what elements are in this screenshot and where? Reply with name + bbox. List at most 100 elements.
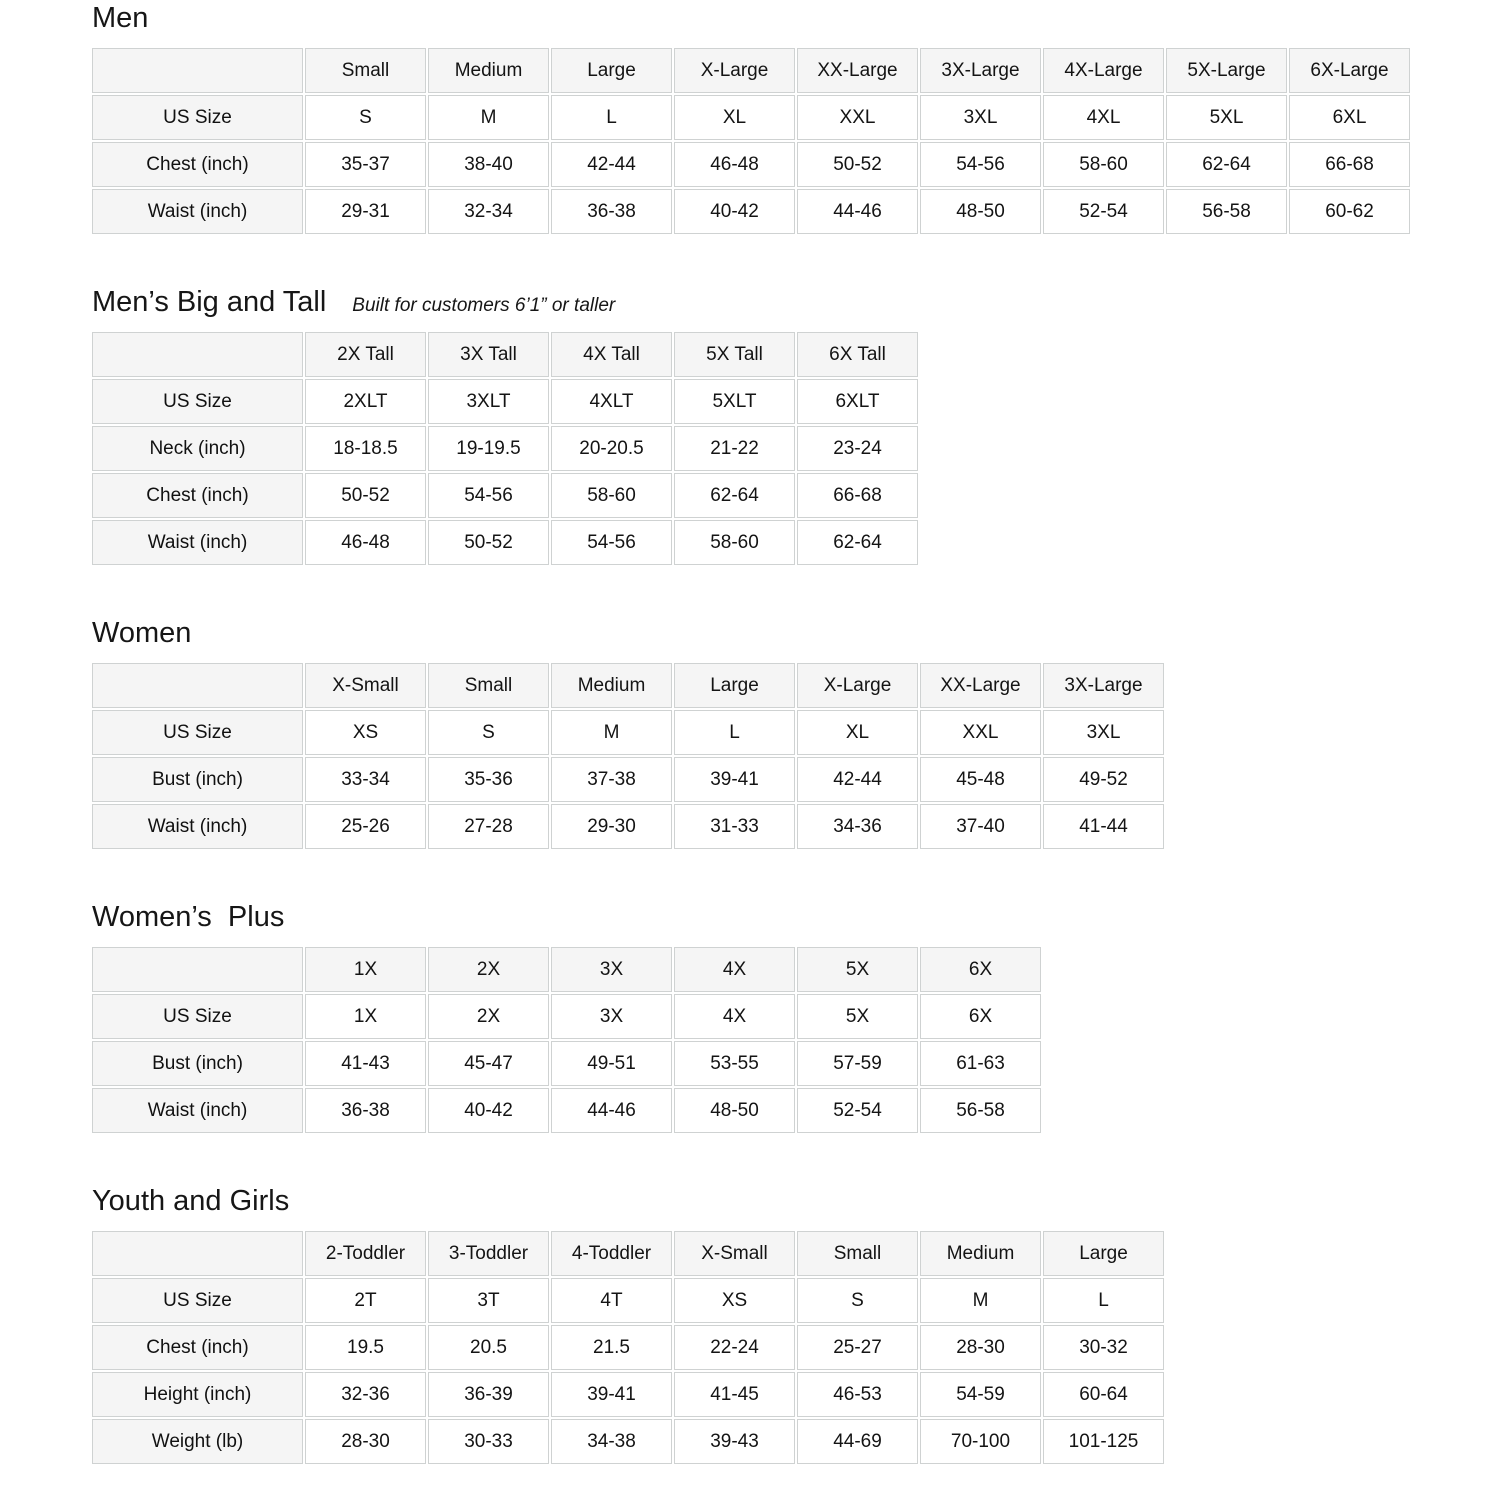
data-cell: 36-38 — [305, 1088, 426, 1133]
data-cell: 41-45 — [674, 1372, 795, 1417]
section-head-youth-and-girls: Youth and Girls — [92, 1185, 1497, 1218]
data-cell: 2X — [428, 994, 549, 1039]
data-cell: 3XL — [920, 95, 1041, 140]
column-header: Large — [674, 663, 795, 708]
row-label: Waist (inch) — [92, 520, 303, 565]
row-label: Neck (inch) — [92, 426, 303, 471]
data-cell: 25-26 — [305, 804, 426, 849]
column-header: X-Small — [674, 1231, 795, 1276]
column-header: Medium — [551, 663, 672, 708]
data-cell: XXL — [797, 95, 918, 140]
data-cell: L — [674, 710, 795, 755]
header-row: Small Medium Large X-Large XX-Large 3X-Large 4… — [92, 48, 1410, 93]
data-cell: 56-58 — [1166, 189, 1287, 234]
section-title-womens-plus: Women’s Plus — [92, 901, 285, 933]
table-row: Chest (inch) 50-52 54-56 58-60 62-64 66-68 — [92, 473, 918, 518]
header-row: 1X 2X 3X 4X 5X 6X — [92, 947, 1041, 992]
size-table-men: Small Medium Large X-Large XX-Large 3X-Large 4… — [90, 46, 1412, 236]
data-cell: 3XL — [1043, 710, 1164, 755]
data-cell: 50-52 — [797, 142, 918, 187]
data-cell: 25-27 — [797, 1325, 918, 1370]
column-header: 4X Tall — [551, 332, 672, 377]
data-cell: XS — [305, 710, 426, 755]
data-cell: 48-50 — [920, 189, 1041, 234]
data-cell: 32-34 — [428, 189, 549, 234]
size-section-women: Women X-Small Small Medium Large X-Large XX-La… — [90, 617, 1497, 851]
data-cell: 28-30 — [920, 1325, 1041, 1370]
data-cell: XL — [674, 95, 795, 140]
column-header: 2X — [428, 947, 549, 992]
data-cell: 58-60 — [674, 520, 795, 565]
section-subtitle-mens-big-and-tall: Built for customers 6’1” or taller — [352, 295, 616, 316]
data-cell: 66-68 — [797, 473, 918, 518]
data-cell: L — [1043, 1278, 1164, 1323]
column-header: X-Small — [305, 663, 426, 708]
data-cell: 54-56 — [551, 520, 672, 565]
table-row: Chest (inch) 35-37 38-40 42-44 46-48 50-52 54-… — [92, 142, 1410, 187]
size-section-men: Men Small Medium Large X-Large XX-Large 3X-Lar… — [90, 2, 1497, 236]
data-cell: 35-37 — [305, 142, 426, 187]
table-row: Bust (inch) 33-34 35-36 37-38 39-41 42-44 45-4… — [92, 757, 1164, 802]
data-cell: 4XL — [1043, 95, 1164, 140]
data-cell: 45-47 — [428, 1041, 549, 1086]
section-title-youth-and-girls: Youth and Girls — [92, 1185, 290, 1217]
data-cell: 40-42 — [428, 1088, 549, 1133]
column-header: Large — [1043, 1231, 1164, 1276]
data-cell: 3T — [428, 1278, 549, 1323]
corner-cell — [92, 663, 303, 708]
column-header: XX-Large — [920, 663, 1041, 708]
header-row: X-Small Small Medium Large X-Large XX-Large 3X… — [92, 663, 1164, 708]
data-cell: 41-43 — [305, 1041, 426, 1086]
data-cell: 1X — [305, 994, 426, 1039]
table-row: Waist (inch) 46-48 50-52 54-56 58-60 62-64 — [92, 520, 918, 565]
data-cell: 56-58 — [920, 1088, 1041, 1133]
data-cell: 19.5 — [305, 1325, 426, 1370]
size-section-mens-big-and-tall: Men’s Big and Tall Built for customers 6’… — [90, 286, 1497, 567]
corner-cell — [92, 48, 303, 93]
data-cell: 31-33 — [674, 804, 795, 849]
data-cell: 37-38 — [551, 757, 672, 802]
data-cell: 28-30 — [305, 1419, 426, 1464]
column-header: 3-Toddler — [428, 1231, 549, 1276]
corner-cell — [92, 332, 303, 377]
row-label: Waist (inch) — [92, 1088, 303, 1133]
row-label: Chest (inch) — [92, 1325, 303, 1370]
header-row: 2X Tall 3X Tall 4X Tall 5X Tall 6X Tall — [92, 332, 918, 377]
size-table-youth-and-girls: 2-Toddler 3-Toddler 4-Toddler X-Small Small M… — [90, 1229, 1166, 1466]
data-cell: 23-24 — [797, 426, 918, 471]
table-row: US Size XS S M L XL XXL 3XL — [92, 710, 1164, 755]
column-header: 5X — [797, 947, 918, 992]
data-cell: XXL — [920, 710, 1041, 755]
data-cell: 60-64 — [1043, 1372, 1164, 1417]
section-title-women: Women — [92, 617, 192, 649]
data-cell: M — [551, 710, 672, 755]
row-label: Chest (inch) — [92, 142, 303, 187]
row-label: Waist (inch) — [92, 804, 303, 849]
size-table-mens-big-and-tall: 2X Tall 3X Tall 4X Tall 5X Tall 6X Tall US Si… — [90, 330, 920, 567]
row-label: Chest (inch) — [92, 473, 303, 518]
data-cell: 19-19.5 — [428, 426, 549, 471]
section-title-mens-big-and-tall: Men’s Big and Tall — [92, 286, 327, 318]
table-row: Height (inch) 32-36 36-39 39-41 41-45 46-53 54… — [92, 1372, 1164, 1417]
column-header: 3X-Large — [920, 48, 1041, 93]
row-label: Bust (inch) — [92, 757, 303, 802]
table-row: Chest (inch) 19.5 20.5 21.5 22-24 25-27 28-30 3… — [92, 1325, 1164, 1370]
data-cell: 66-68 — [1289, 142, 1410, 187]
data-cell: 4X — [674, 994, 795, 1039]
column-header: X-Large — [797, 663, 918, 708]
data-cell: 18-18.5 — [305, 426, 426, 471]
row-label: US Size — [92, 95, 303, 140]
data-cell: 45-48 — [920, 757, 1041, 802]
column-header: Small — [797, 1231, 918, 1276]
data-cell: 20-20.5 — [551, 426, 672, 471]
corner-cell — [92, 1231, 303, 1276]
data-cell: 54-56 — [428, 473, 549, 518]
column-header: 4-Toddler — [551, 1231, 672, 1276]
row-label: Bust (inch) — [92, 1041, 303, 1086]
data-cell: S — [428, 710, 549, 755]
column-header: 3X — [551, 947, 672, 992]
data-cell: 32-36 — [305, 1372, 426, 1417]
data-cell: 39-43 — [674, 1419, 795, 1464]
size-section-youth-and-girls: Youth and Girls 2-Toddler 3-Toddler 4-Toddl… — [90, 1185, 1497, 1466]
